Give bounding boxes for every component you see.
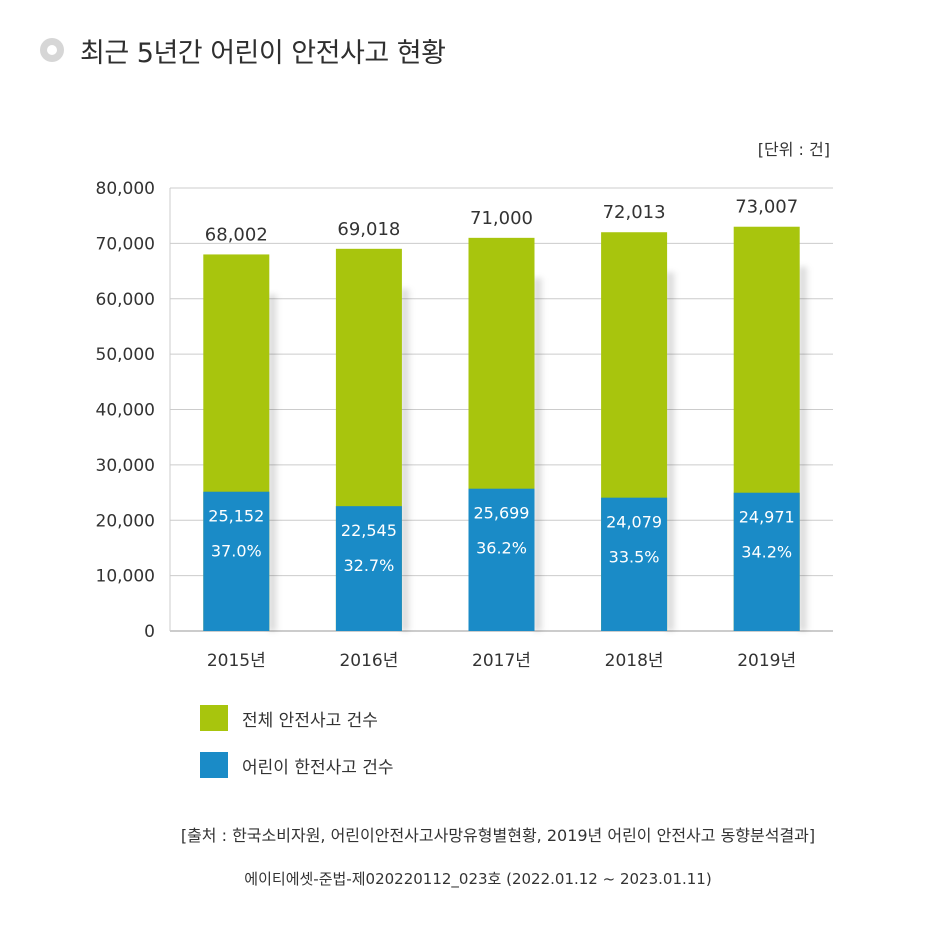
legend-item-child: 어린이 한전사고 건수 — [200, 750, 394, 780]
legend: 전체 안전사고 건수 어린이 한전사고 건수 — [200, 703, 394, 780]
chart-title: 최근 5년간 어린이 안전사고 현황 — [80, 37, 446, 69]
bar-shadow — [667, 272, 678, 631]
bar-shadow — [401, 288, 412, 631]
y-tick-label: 20,000 — [96, 511, 155, 531]
y-tick-label: 40,000 — [96, 401, 155, 421]
bar-child — [601, 497, 668, 631]
y-tick-label: 10,000 — [96, 567, 155, 587]
legend-item-total: 전체 안전사고 건수 — [200, 703, 394, 733]
data-label-child-percent: 36.2% — [476, 539, 527, 558]
x-tick-label: 2017년 — [472, 651, 531, 671]
x-tick-label: 2018년 — [605, 651, 664, 671]
data-label-child-percent: 37.0% — [211, 542, 262, 561]
legend-label-child: 어린이 한전사고 건수 — [242, 757, 394, 778]
data-label-total: 68,002 — [205, 224, 268, 245]
data-label-total: 71,000 — [470, 208, 533, 229]
y-tick-label: 0 — [144, 622, 155, 642]
y-tick-label: 70,000 — [96, 234, 155, 254]
x-tick-label: 2015년 — [207, 651, 266, 671]
y-tick-label: 80,000 — [96, 179, 155, 199]
bar-shadow — [799, 266, 810, 631]
data-label-child-percent: 34.2% — [741, 543, 792, 562]
legend-swatch-total — [200, 705, 228, 731]
bar-child — [733, 492, 800, 631]
data-label-child: 24,971 — [739, 508, 795, 527]
x-tick-label: 2019년 — [737, 651, 796, 671]
legend-swatch-child — [200, 752, 228, 778]
bar-shadow — [534, 277, 545, 631]
bar-child — [468, 488, 535, 631]
circle-bullet-icon — [40, 38, 64, 62]
compliance-notice: 에이티에셋-준법-제020220112_023호 (2022.01.12 ~ 2… — [244, 870, 712, 888]
x-tick-label: 2016년 — [339, 651, 398, 671]
chart-title-area: 최근 5년간 어린이 안전사고 현황 — [40, 30, 446, 70]
bar-child — [335, 506, 402, 631]
bar-child — [203, 491, 270, 631]
data-label-total: 72,013 — [603, 202, 666, 223]
unit-label: [단위 : 건] — [757, 140, 830, 159]
y-tick-label: 30,000 — [96, 456, 155, 476]
data-label-child: 24,079 — [606, 513, 662, 532]
data-label-total: 73,007 — [735, 197, 798, 218]
data-label-child: 25,152 — [208, 507, 264, 526]
data-label-total: 69,018 — [337, 219, 400, 240]
data-label-child-percent: 32.7% — [343, 556, 394, 575]
data-label-child: 25,699 — [474, 504, 530, 523]
source-citation: [출처 : 한국소비자원, 어린이안전사고사망유형별현황, 2019년 어린이 … — [180, 826, 816, 845]
data-label-child: 22,545 — [341, 521, 397, 540]
y-tick-label: 50,000 — [96, 345, 155, 365]
data-label-child-percent: 33.5% — [609, 548, 660, 567]
legend-label-total: 전체 안전사고 건수 — [242, 710, 378, 731]
y-tick-label: 60,000 — [96, 290, 155, 310]
bar-shadow — [269, 294, 280, 631]
bar-chart: 0 10,000 20,000 30,000 40,000 50,000 60,000 70,… — [96, 179, 833, 671]
